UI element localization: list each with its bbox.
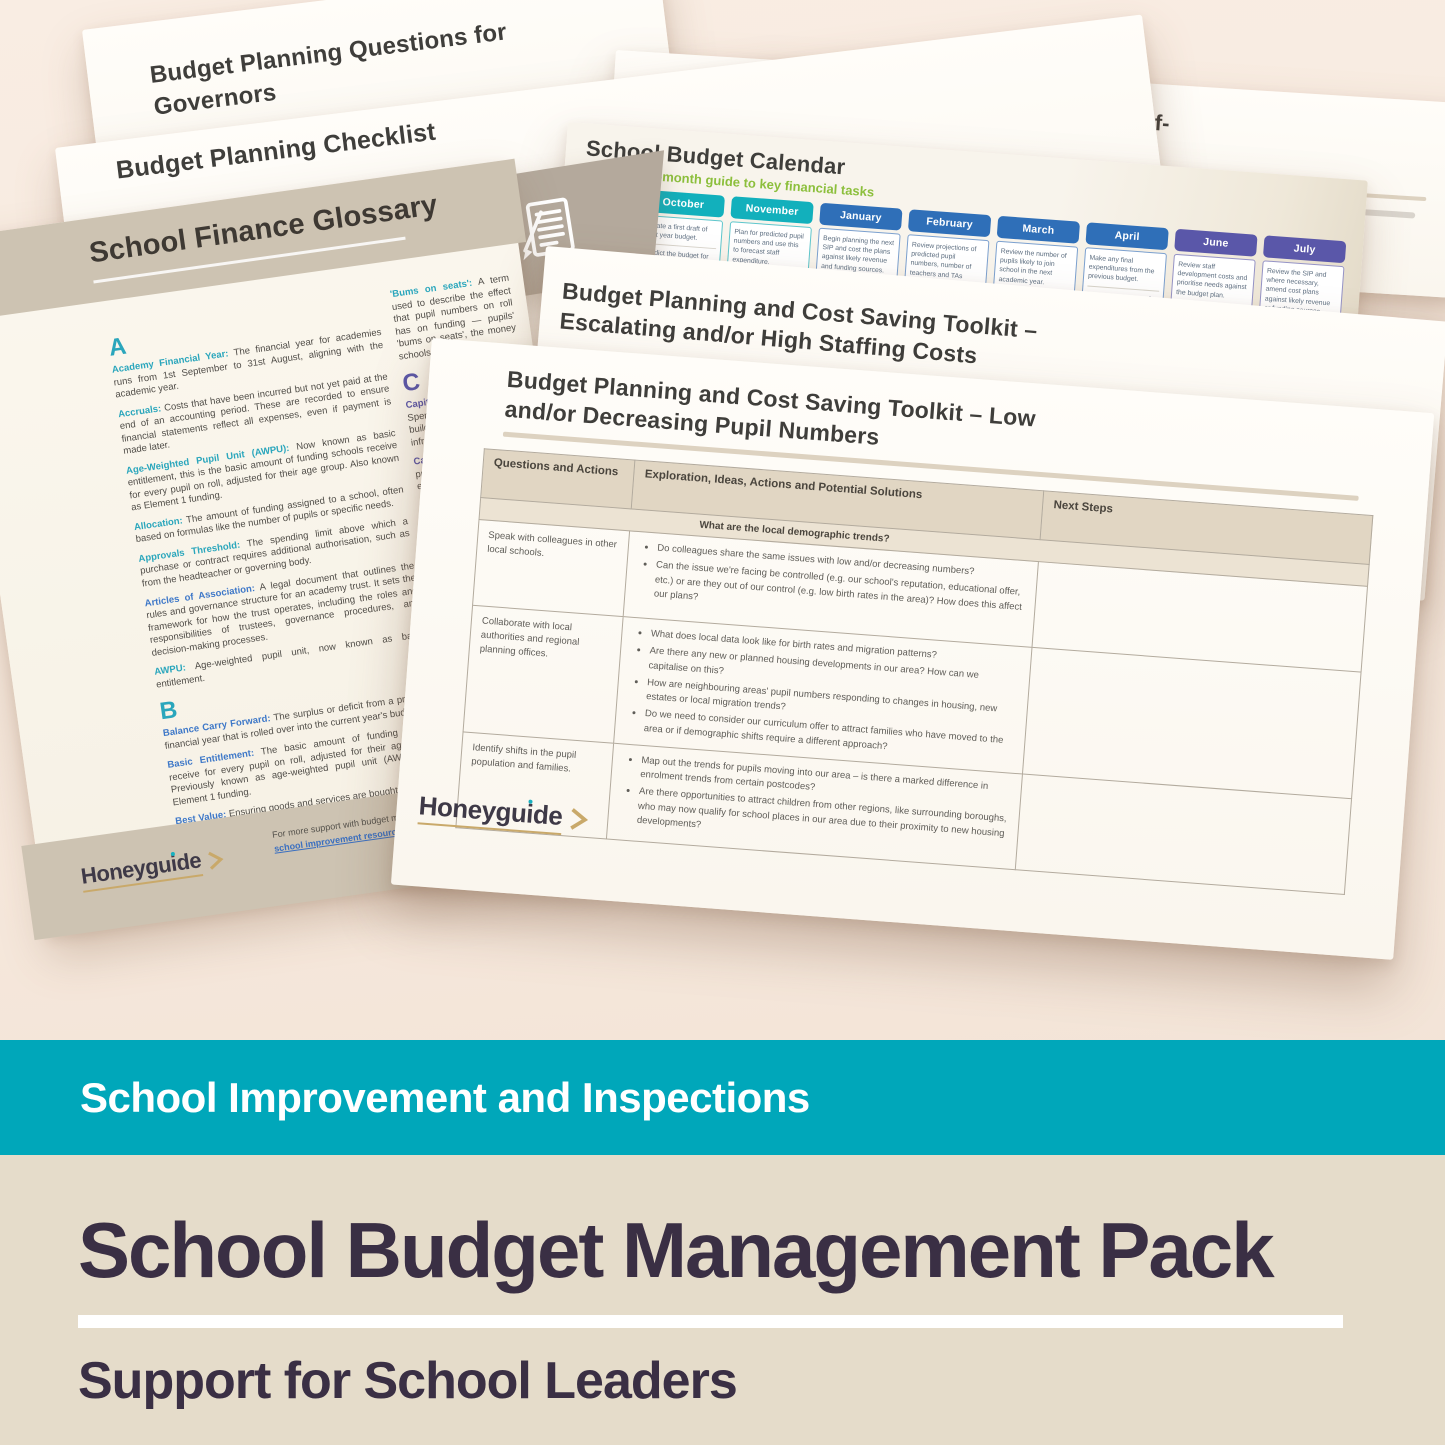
bullet-list: Map out the trends for pupils moving int… [620, 752, 1009, 855]
honeyguide-logo: Honeyguide [79, 844, 229, 893]
action-cell: Collaborate with local authorities and r… [463, 605, 624, 744]
honeyguide-wordmark: Honeyguide [79, 847, 204, 893]
month-header: July [1262, 235, 1347, 264]
title-divider-bar [78, 1315, 1343, 1328]
action-cell: Speak with colleagues in other local sch… [472, 519, 631, 617]
month-task: Review staff development costs and prior… [1175, 261, 1248, 300]
month-header: January [819, 202, 903, 231]
next-steps-cell [1022, 647, 1362, 799]
chevron-right-icon [570, 808, 588, 830]
honeyguide-logo: Honeyguide [417, 790, 593, 837]
month-header: November [730, 196, 814, 225]
month-task: Review the number of pupils likely to jo… [998, 248, 1067, 286]
product-band: School Budget Management Pack Support fo… [0, 1155, 1445, 1445]
category-label: School Improvement and Inspections [80, 1073, 810, 1121]
month-header: March [996, 215, 1081, 244]
month-task: Make any final expenditures from the pre… [1087, 254, 1155, 284]
product-title: School Budget Management Pack [78, 1206, 1275, 1294]
month-header: April [1085, 222, 1169, 251]
glossary-footer-band: Honeyguide For more support with budget … [21, 764, 613, 941]
category-banner: School Improvement and Inspections [0, 1040, 1445, 1155]
chevron-right-icon [207, 851, 224, 870]
month-header: February [907, 209, 992, 238]
month-header: June [1174, 228, 1258, 257]
product-subtitle: Support for School Leaders [78, 1352, 738, 1410]
toolkit-table: Questions and Actions Exploration, Ideas… [455, 448, 1373, 895]
document-toolkit-pupil-numbers: Budget Planning and Cost Saving Toolkit … [390, 338, 1435, 960]
document-finance-glossary: School Finance Glossary A Academy Financ… [0, 158, 613, 941]
bullet-list: What does local data look like for birth… [627, 626, 1019, 763]
